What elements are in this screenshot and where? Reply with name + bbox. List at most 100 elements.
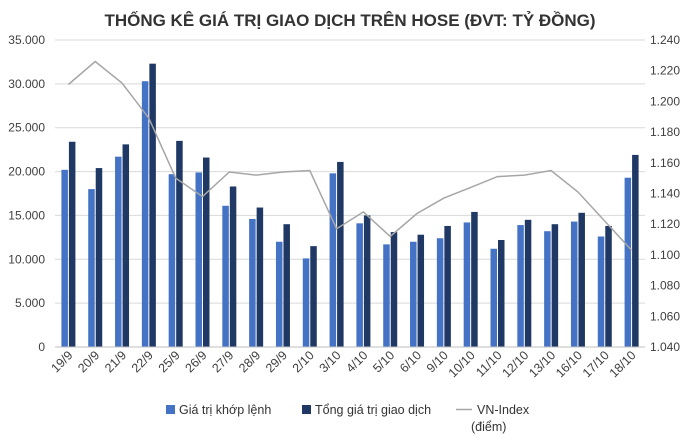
x-tick-label: 11/10 — [473, 348, 504, 379]
right-axis: 1.040 1.060 1.080 1.100 1.120 1.140 1.160 1.180… — [650, 33, 680, 354]
right-tick-label: 1.240 — [650, 33, 680, 47]
left-axis: 0 5.000 10.000 15.000 20.000 25.000 30.000 35.0… — [8, 33, 45, 354]
x-tick-label: 17/10 — [580, 348, 612, 380]
bar-matched-value — [356, 223, 363, 347]
x-tick-label: 3/10 — [317, 348, 344, 375]
legend-label-total-value: Tổng giá trị giao dịch — [315, 403, 431, 417]
bar-total-value — [256, 207, 264, 347]
left-tick-label: 15.000 — [8, 208, 45, 222]
x-tick-label: 10/10 — [446, 348, 478, 380]
bar-total-value — [337, 161, 344, 347]
x-tick-label: 26/9 — [183, 348, 210, 375]
bar-matched-value — [249, 218, 256, 347]
bar-matched-value — [275, 241, 283, 347]
bar-total-value — [471, 211, 478, 347]
right-tick-label: 1.140 — [650, 187, 680, 201]
x-tick-label: 13/10 — [526, 348, 558, 380]
left-tick-label: 25.000 — [8, 121, 45, 135]
x-tick-label: 12/10 — [499, 348, 531, 380]
bar-total-value — [283, 224, 290, 347]
right-tick-label: 1.060 — [650, 309, 680, 323]
bar-matched-value — [597, 236, 605, 347]
x-tick-label: 20/9 — [75, 348, 102, 375]
bar-total-value — [229, 186, 237, 347]
x-tick-label: 27/9 — [209, 348, 236, 375]
bar-total-value — [524, 219, 532, 347]
bar-matched-value — [436, 238, 444, 347]
bar-total-value — [310, 246, 317, 347]
bar-matched-value — [517, 225, 524, 347]
x-tick-label: 5/10 — [370, 348, 397, 375]
legend-label-vn-index: VN-Index — [477, 403, 530, 417]
right-tick-label: 1.220 — [650, 64, 680, 78]
right-tick-label: 1.200 — [650, 94, 680, 108]
bar-matched-value — [570, 221, 578, 347]
right-tick-label: 1.120 — [650, 217, 680, 231]
bar-matched-value — [624, 177, 632, 347]
bar-matched-value — [329, 173, 337, 347]
legend-swatch-total-value — [302, 405, 311, 414]
x-tick-label: 16/10 — [553, 348, 585, 380]
bar-matched-value — [222, 205, 229, 347]
left-tick-label: 0 — [38, 340, 45, 354]
bar-matched-value — [88, 189, 95, 347]
bar-matched-value — [383, 244, 390, 347]
bar-total-value — [632, 154, 639, 347]
bar-total-value — [551, 224, 559, 347]
bar-total-value — [203, 157, 210, 347]
vn-index-line — [67, 60, 633, 251]
right-tick-label: 1.160 — [650, 156, 680, 170]
x-tick-label: 21/9 — [102, 348, 129, 375]
legend-label-matched-value: Giá trị khớp lệnh — [179, 403, 271, 417]
bar-total-value — [95, 168, 103, 347]
bar-total-value — [605, 225, 612, 347]
bar-total-value — [68, 141, 76, 347]
right-tick-label: 1.080 — [650, 279, 680, 293]
bar-total-value — [578, 212, 585, 347]
legend-swatch-matched-value — [166, 405, 175, 414]
legend: Giá trị khớp lệnh Tổng giá trị giao dịch… — [166, 403, 530, 434]
left-tick-label: 10.000 — [8, 252, 45, 266]
bar-matched-value — [463, 222, 471, 347]
legend-label-vn-index-unit: (điểm) — [471, 420, 506, 434]
x-tick-label: 22/9 — [129, 348, 156, 375]
x-tick-label: 4/10 — [343, 348, 370, 375]
right-tick-label: 1.100 — [650, 248, 680, 262]
x-tick-label: 2/10 — [290, 348, 317, 375]
bar-matched-value — [302, 258, 310, 347]
left-tick-label: 20.000 — [8, 165, 45, 179]
bar-matched-value — [195, 172, 202, 347]
x-tick-label: 19/9 — [48, 348, 75, 375]
bar-matched-value — [410, 241, 417, 347]
bar-total-value — [363, 215, 371, 347]
right-tick-label: 1.180 — [650, 125, 680, 139]
bar-matched-value — [168, 174, 176, 347]
bar-total-value — [444, 225, 451, 347]
bar-total-value — [122, 144, 130, 347]
bar-total-value — [176, 140, 183, 347]
bar-matched-value — [115, 156, 122, 347]
bar-matched-value — [141, 81, 149, 348]
x-tick-label: 25/9 — [156, 348, 183, 375]
x-tick-label: 29/9 — [263, 348, 290, 375]
x-tick-label: 6/10 — [397, 348, 424, 375]
bars — [61, 63, 639, 348]
left-tick-label: 30.000 — [8, 77, 45, 91]
vn-index-line-layer — [67, 60, 633, 251]
x-tick-label: 28/9 — [236, 348, 263, 375]
left-tick-label: 35.000 — [8, 33, 45, 47]
bar-total-value — [417, 234, 425, 347]
bar-matched-value — [490, 248, 497, 347]
chart-title: THỐNG KÊ GIÁ TRỊ GIAO DỊCH TRÊN HOSE (ĐV… — [104, 10, 595, 30]
x-axis: 19/9 20/9 21/9 22/9 25/9 26/9 27/9 28/9 29/9 2/10… — [48, 346, 645, 380]
bar-matched-value — [544, 231, 551, 347]
bar-matched-value — [61, 169, 68, 347]
bar-total-value — [149, 63, 156, 347]
right-tick-label: 1.040 — [650, 340, 680, 354]
left-tick-label: 5.000 — [15, 296, 45, 310]
x-tick-label: 18/10 — [607, 348, 639, 380]
bar-total-value — [390, 232, 398, 347]
bar-total-value — [498, 239, 505, 347]
